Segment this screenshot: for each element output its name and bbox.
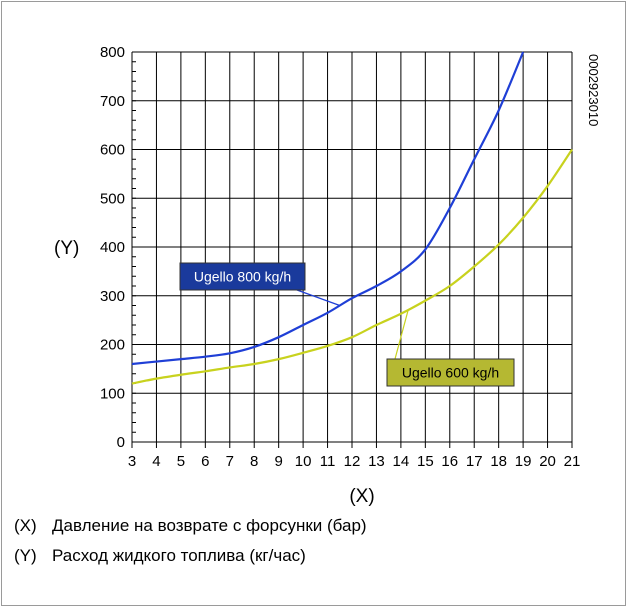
legend-y: (Y) Расход жидкого топлива (кг/час): [14, 546, 306, 566]
legend-x: (X) Давление на возврате с форсунки (бар): [14, 516, 367, 536]
legend-x-text: Давление на возврате с форсунки (бар): [52, 516, 367, 535]
x-tick-label: 9: [274, 453, 282, 470]
series-lines: [131, 51, 573, 385]
x-tick-label: 15: [417, 453, 434, 470]
y-tick-label: 800: [100, 44, 125, 61]
y-tick-label: 400: [100, 239, 125, 256]
y-tick-label: 200: [100, 337, 125, 354]
x-tick-labels: 3 4 5 6 7 8 9 10 11 12 13 14 15 16 17 18 19 20 21: [128, 453, 581, 470]
x-tick-label: 11: [320, 453, 336, 470]
series-line-1: [131, 51, 525, 366]
x-tick-label: 5: [177, 453, 185, 470]
grid: [131, 51, 573, 448]
x-axis-title: (X): [349, 486, 374, 507]
legend-y-text: Расход жидкого топлива (кг/час): [52, 546, 306, 565]
y-tick-label: 500: [100, 190, 125, 207]
x-tick-label: 12: [344, 453, 361, 470]
series-line-2: [131, 148, 573, 385]
x-tick-label: 19: [515, 453, 532, 470]
x-tick-label: 3: [128, 453, 136, 470]
x-tick-label: 17: [466, 453, 483, 470]
x-tick-label: 10: [295, 453, 312, 470]
series-label-text: Ugello 800 kg/h: [194, 269, 291, 285]
y-tick-labels: 0 100 200 300 400 500 600 700 800: [100, 44, 125, 451]
legend-x-key: (X): [14, 516, 37, 535]
y-axis-title: (Y): [54, 238, 79, 259]
x-tick-label: 14: [393, 453, 410, 470]
y-tick-label: 600: [100, 142, 125, 159]
x-tick-label: 6: [201, 453, 209, 470]
series-label-box: [386, 358, 515, 387]
series-label-box: [179, 262, 306, 291]
x-tick-label: 8: [250, 453, 258, 470]
series-label-leader: [296, 289, 340, 307]
y-tick-label: 300: [100, 288, 125, 305]
x-tick-label: 7: [226, 453, 234, 470]
x-tick-label: 20: [539, 453, 556, 470]
x-tick-label: 13: [368, 453, 385, 470]
x-tick-label: 21: [564, 453, 581, 470]
y-tick-label: 700: [100, 93, 125, 110]
series-label-leader: [394, 309, 409, 360]
y-tick-label: 0: [117, 434, 125, 451]
x-tick-label: 4: [152, 453, 160, 470]
series-label-text: Ugello 600 kg/h: [402, 365, 499, 381]
minor-ticks: [132, 51, 136, 443]
legend-y-key: (Y): [14, 546, 37, 565]
y-tick-label: 100: [100, 385, 125, 402]
x-tick-label: 16: [441, 453, 458, 470]
x-tick-label: 18: [490, 453, 507, 470]
figure-code: 0002923010: [586, 54, 601, 126]
series-labels: Ugello 800 kg/h Ugello 600 kg/h: [179, 262, 515, 387]
